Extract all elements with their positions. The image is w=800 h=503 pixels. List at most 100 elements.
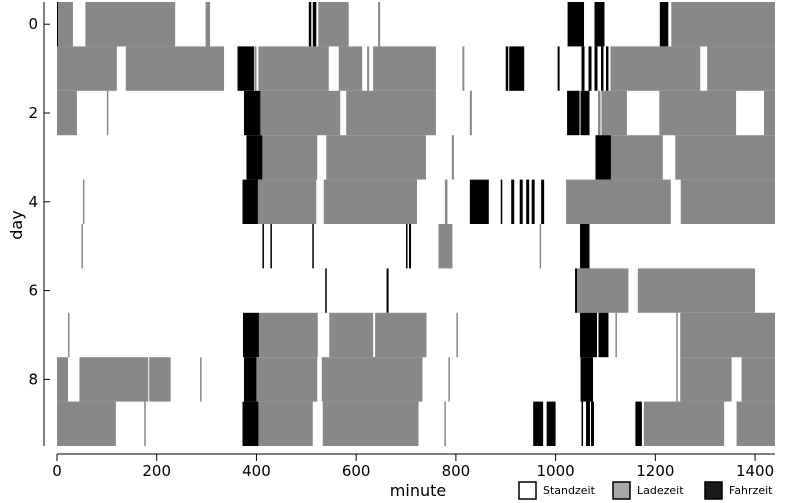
fahrzeit-segment xyxy=(242,179,258,224)
ladezeit-segment xyxy=(67,312,70,358)
legend-label: Standzeit xyxy=(543,484,596,497)
ladezeit-segment xyxy=(82,179,85,224)
fahrzeit-segment xyxy=(57,2,58,47)
ladezeit-segment xyxy=(615,312,617,358)
fahrzeit-segment xyxy=(581,401,584,446)
fahrzeit-segment xyxy=(594,46,598,91)
y-tick-label: 8 xyxy=(28,370,38,388)
fahrzeit-segment xyxy=(386,268,389,313)
fahrzeit-segment xyxy=(594,2,605,47)
ladezeit-segment xyxy=(326,135,426,180)
fahrzeit-segment xyxy=(500,179,503,224)
ladezeit-segment xyxy=(676,312,678,358)
ladezeit-segment xyxy=(81,224,83,269)
fahrzeit-segment xyxy=(270,224,272,269)
fahrzeit-segment xyxy=(533,401,544,446)
ladezeit-segment xyxy=(659,90,737,136)
x-tick-label: 600 xyxy=(342,462,371,480)
fahrzeit-segment xyxy=(605,46,609,91)
ladezeit-segment xyxy=(57,90,77,136)
fahrzeit-segment xyxy=(580,312,597,358)
fahrzeit-segment xyxy=(469,179,489,224)
y-tick-label: 6 xyxy=(28,282,38,300)
ladezeit-segment xyxy=(577,268,629,313)
fahrzeit-segment xyxy=(567,90,580,136)
fahrzeit-segment xyxy=(242,312,259,358)
fahrzeit-segment xyxy=(505,46,509,91)
fahrzeit-segment xyxy=(262,224,264,269)
legend-swatch xyxy=(518,481,537,500)
ladezeit-segment xyxy=(741,357,775,402)
ladezeit-segment xyxy=(444,179,448,224)
ladezeit-segment xyxy=(200,357,202,402)
ladezeit-segment xyxy=(451,135,454,180)
ladezeit-segment xyxy=(448,357,450,402)
fahrzeit-segment xyxy=(509,46,525,91)
ladezeit-segment xyxy=(764,90,775,136)
ladezeit-segment xyxy=(707,46,775,91)
fahrzeit-segment xyxy=(409,224,412,269)
ladezeit-segment xyxy=(262,135,318,180)
fahrzeit-segment xyxy=(546,401,556,446)
fahrzeit-segment xyxy=(243,90,261,136)
fahrzeit-segment xyxy=(580,224,590,269)
ladezeit-segment xyxy=(680,312,775,358)
axes: 0 200 400 600 800 1000 1200 1400 0 2 4 6 8 xyxy=(28,2,775,480)
ladezeit-segment xyxy=(258,312,318,358)
fahrzeit-segment xyxy=(580,357,594,402)
fahrzeit-segment xyxy=(541,179,545,224)
y-tick-label: 4 xyxy=(28,193,38,211)
fahrzeit-segment xyxy=(242,401,259,446)
fahrzeit-segment xyxy=(581,46,585,91)
x-tick-label: 800 xyxy=(442,462,471,480)
ladezeit-segment xyxy=(610,46,701,91)
legend: Standzeit Ladezeit Fahrzeit xyxy=(518,481,773,500)
ladezeit-segment xyxy=(469,90,472,136)
y-axis-label: day xyxy=(7,210,26,239)
ladezeit-segment xyxy=(258,401,313,446)
ladezeit-segment xyxy=(322,401,419,446)
y-tick-label: 0 xyxy=(28,15,38,33)
ladezeit-segment xyxy=(106,90,109,136)
x-axis-label: minute xyxy=(390,481,446,500)
ladezeit-segment xyxy=(597,90,601,136)
fahrzeit-segment xyxy=(635,401,642,446)
fahrzeit-segment xyxy=(246,135,263,180)
ladezeit-segment xyxy=(258,46,329,91)
ladezeit-segment xyxy=(736,401,775,446)
ladezeit-segment xyxy=(367,46,370,91)
fahrzeit-segment xyxy=(591,401,594,446)
fahrzeit-segment xyxy=(308,2,312,47)
ladezeit-segment xyxy=(329,312,374,358)
ladezeit-segment xyxy=(680,357,732,402)
fahrzeit-segment xyxy=(567,2,585,47)
ladezeit-segment xyxy=(456,312,458,358)
y-tick-label: 2 xyxy=(28,104,38,122)
fahrzeit-segment xyxy=(406,224,408,269)
ladezeit-segment xyxy=(378,2,381,47)
ladezeit-segment xyxy=(144,401,146,446)
fahrzeit-segment xyxy=(243,357,257,402)
legend-swatch xyxy=(612,481,631,500)
ladezeit-segment xyxy=(205,2,211,47)
fahrzeit-segment xyxy=(586,401,591,446)
ladezeit-segment xyxy=(438,224,453,269)
ladezeit-segment xyxy=(85,2,176,47)
fahrzeit-segment xyxy=(598,312,609,358)
x-tick-label: 0 xyxy=(52,462,62,480)
fahrzeit-segment xyxy=(595,135,611,180)
ladezeit-segment xyxy=(125,46,225,91)
ladezeit-segment xyxy=(462,46,465,91)
ladezeit-segment xyxy=(601,90,627,136)
fahrzeit-segment xyxy=(526,179,530,224)
ladezeit-segment xyxy=(58,2,73,47)
ladezeit-segment xyxy=(444,401,446,446)
fahrzeit-segment xyxy=(511,179,515,224)
ladezeit-segment xyxy=(149,357,171,402)
fahrzeit-segment xyxy=(312,2,317,47)
fahrzeit-segment xyxy=(557,46,560,91)
ladezeit-segment xyxy=(675,135,775,180)
x-tick-label: 1400 xyxy=(736,462,774,480)
fahrzeit-segment xyxy=(575,268,578,313)
